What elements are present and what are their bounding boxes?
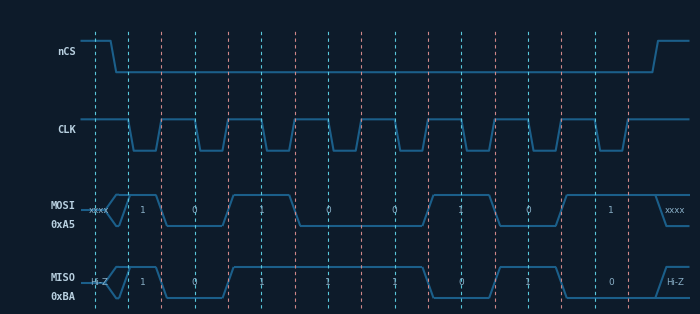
Text: 1: 1 bbox=[458, 206, 464, 215]
Text: Hi-Z: Hi-Z bbox=[90, 278, 108, 287]
Text: xxxx: xxxx bbox=[665, 206, 685, 215]
Text: 1: 1 bbox=[140, 206, 146, 215]
Text: 1: 1 bbox=[258, 206, 265, 215]
Text: 1: 1 bbox=[392, 278, 398, 287]
Text: 1: 1 bbox=[258, 278, 265, 287]
Text: nCS: nCS bbox=[57, 47, 76, 57]
Text: 0xA5: 0xA5 bbox=[50, 219, 76, 230]
Text: 0: 0 bbox=[192, 206, 197, 215]
Text: 1: 1 bbox=[325, 278, 331, 287]
Text: Hi-Z: Hi-Z bbox=[666, 278, 684, 287]
Text: 0: 0 bbox=[458, 278, 464, 287]
Text: 0: 0 bbox=[192, 278, 197, 287]
Text: CLK: CLK bbox=[57, 125, 76, 135]
Text: 1: 1 bbox=[140, 278, 146, 287]
Text: 1: 1 bbox=[525, 278, 531, 287]
Text: 0: 0 bbox=[608, 278, 614, 287]
Text: 0: 0 bbox=[392, 206, 398, 215]
Text: 0: 0 bbox=[525, 206, 531, 215]
Text: xxxx: xxxx bbox=[89, 206, 109, 215]
Text: MISO: MISO bbox=[50, 273, 76, 283]
Text: 0xBA: 0xBA bbox=[50, 292, 76, 302]
Text: 1: 1 bbox=[608, 206, 614, 215]
Text: 0: 0 bbox=[325, 206, 331, 215]
Text: MOSI: MOSI bbox=[50, 201, 76, 211]
